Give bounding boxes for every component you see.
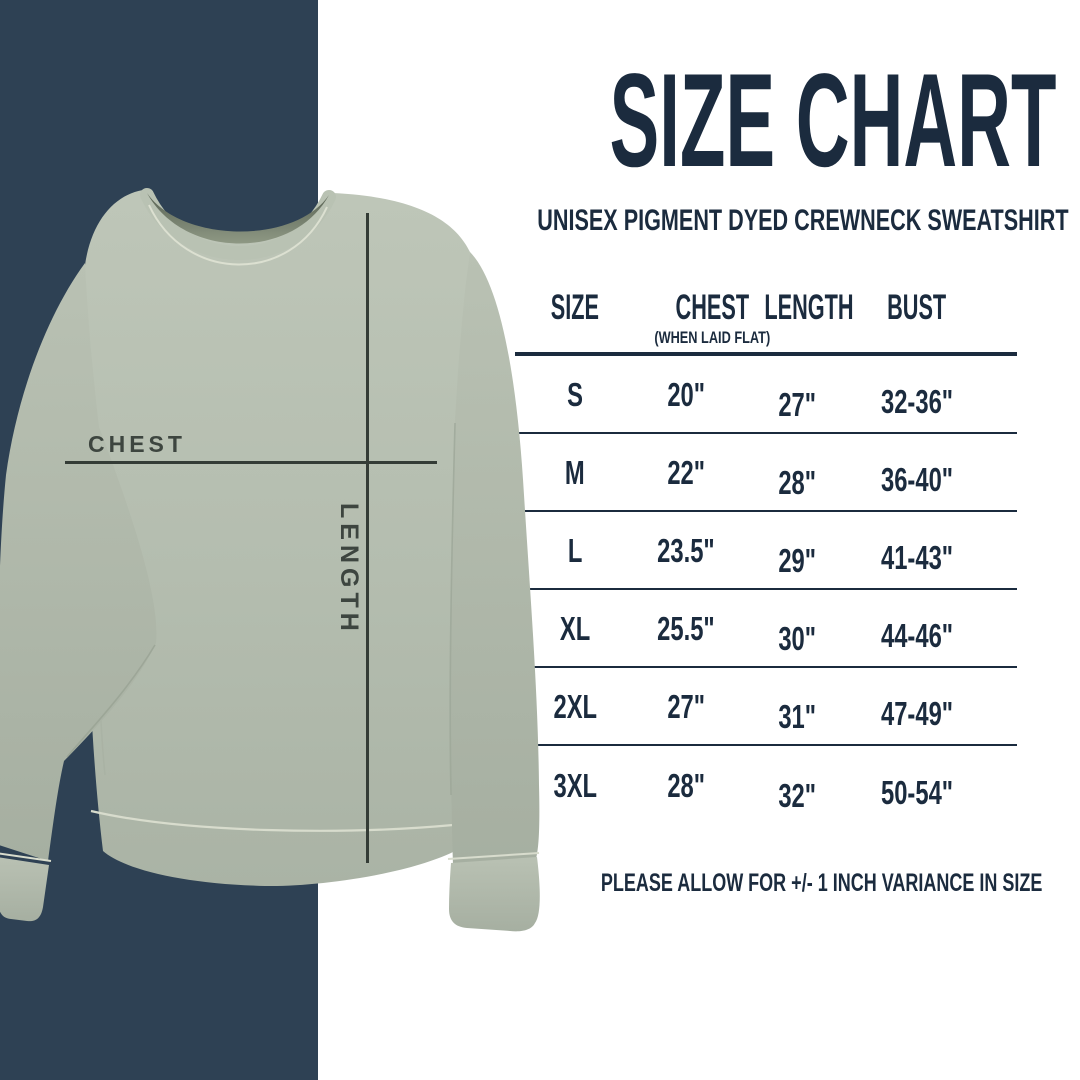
table-row: XL 25.5" 30" 44-46" [515,590,1017,668]
sweatshirt-neck-opening [147,193,329,244]
cell-chest: 20" [667,375,705,413]
sweatshirt-photo [0,188,540,932]
cell-chest: 25.5" [657,609,715,647]
cell-bust: 50-54" [880,773,953,811]
page-title-text: SIZE CHART [609,47,1057,195]
page-subtitle-text: UNISEX PIGMENT DYED CREWNECK SWEATSHIRT [537,204,1069,237]
column-header-bust: BUST [887,288,947,327]
cell-size: L [567,531,583,569]
table-row: 2XL 27" 31" 47-49" [515,668,1017,746]
cell-chest: 28" [667,766,705,804]
chest-note: (WHEN LAID FLAT) [654,328,771,347]
cell-length: 28" [777,463,816,501]
variance-note-text: PLEASE ALLOW FOR +/- 1 INCH VARIANCE IN … [600,869,1043,897]
cell-bust: 47-49" [880,694,953,732]
table-row: S 20" 27" 32-36" [515,356,1017,434]
length-measure-label: LENGTH [335,503,363,636]
cell-size: XL [559,609,591,647]
table-row: M 22" 28" 36-40" [515,434,1017,512]
sweatshirt-left-cuff [0,857,49,922]
sweatshirt-right-cuff [449,857,540,932]
cell-length: 31" [777,697,816,735]
cell-bust: 41-43" [880,538,953,576]
cell-bust: 36-40" [880,460,953,498]
cell-size: S [567,375,583,413]
length-measure-line [366,213,369,863]
cell-length: 30" [777,619,816,657]
cell-bust: 32-36" [880,382,953,420]
cell-length: 32" [777,776,816,814]
cell-bust: 44-46" [880,616,953,654]
cell-size: 2XL [553,687,597,725]
page-title: SIZE CHART [434,55,1080,188]
column-header-size: SIZE [550,288,600,327]
variance-note: PLEASE ALLOW FOR +/- 1 INCH VARIANCE IN … [515,871,1043,896]
cell-size: 3XL [553,766,597,804]
chest-measure-label: CHEST [88,431,186,457]
table-row: 3XL 28" 32" 50-54" [515,746,1017,824]
table-row: L 23.5" 29" 41-43" [515,512,1017,590]
cell-length: 29" [777,541,816,579]
cell-size: M [565,453,585,491]
size-table: SIZE CHEST (WHEN LAID FLAT) LENGTH BUST … [515,285,1017,824]
cell-chest: 22" [667,453,705,491]
column-header-length: LENGTH [764,288,854,327]
sweatshirt-left-sleeve [0,263,157,861]
sweatshirt-right-sleeve [450,252,540,865]
chest-measure-line [65,461,437,464]
size-table-header: SIZE CHEST (WHEN LAID FLAT) LENGTH BUST [515,285,1017,356]
cell-length: 27" [777,385,816,423]
cell-chest: 23.5" [657,531,715,569]
column-header-chest: CHEST (WHEN LAID FLAT) [635,285,770,352]
sweatshirt-collar-band [140,188,336,260]
sweatshirt-body [85,190,470,887]
page-subtitle: UNISEX PIGMENT DYED CREWNECK SWEATSHIRT [434,206,1080,236]
cell-chest: 27" [667,687,705,725]
